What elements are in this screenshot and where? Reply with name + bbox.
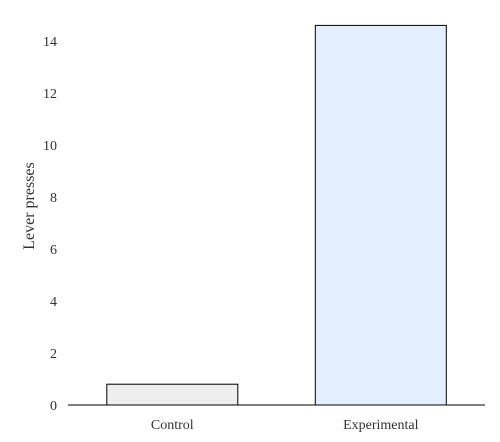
y-axis-title: Lever presses [21, 162, 38, 250]
y-tick-label: 4 [50, 295, 57, 310]
y-tick-label: 8 [50, 191, 57, 206]
y-tick-label: 12 [43, 87, 57, 102]
bar-experimental [314, 24, 447, 406]
y-axis-ticks: 0 2 4 6 8 10 12 14 [43, 35, 57, 414]
bar-control [106, 383, 239, 406]
y-tick-label: 6 [50, 243, 57, 258]
x-category-label: Control [151, 418, 194, 433]
x-category-label: Experimental [343, 418, 419, 433]
y-tick-label: 10 [43, 139, 57, 154]
y-tick-label: 0 [50, 399, 57, 414]
y-tick-label: 2 [50, 347, 57, 362]
y-tick-label: 14 [43, 35, 57, 50]
bars-group [106, 24, 447, 406]
x-axis-labels: Control Experimental [151, 418, 419, 433]
